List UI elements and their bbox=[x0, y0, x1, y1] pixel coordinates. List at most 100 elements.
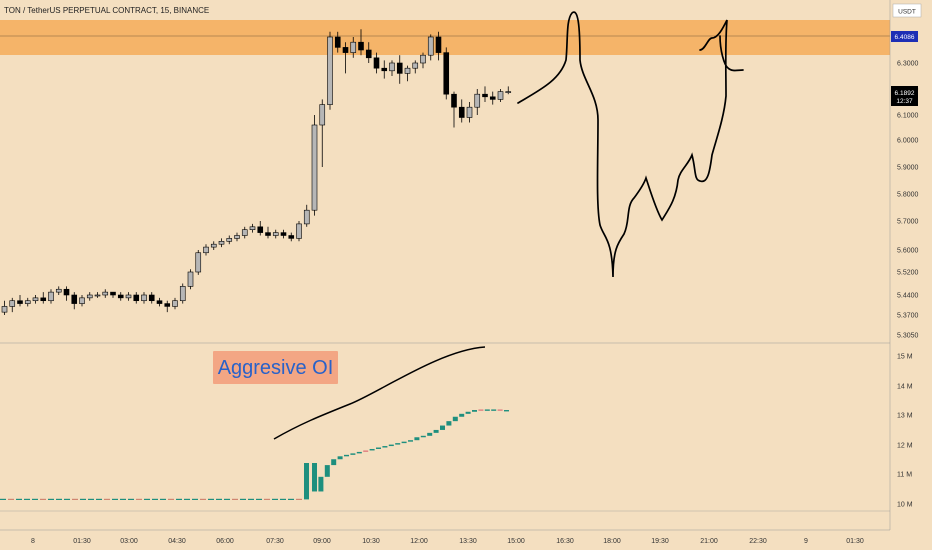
candle-body bbox=[79, 297, 85, 304]
oi-step bbox=[420, 435, 426, 438]
candle bbox=[350, 37, 357, 58]
time-tick: 16:30 bbox=[556, 538, 574, 545]
time-tick: 10:30 bbox=[362, 538, 380, 545]
candle-body bbox=[125, 294, 132, 299]
price-tick: 5.9000 bbox=[897, 165, 919, 172]
candle bbox=[373, 52, 380, 74]
candle-body bbox=[489, 96, 496, 100]
candle bbox=[241, 226, 248, 239]
time-tick: 9 bbox=[804, 538, 808, 545]
oi-step bbox=[318, 476, 324, 492]
oi-step bbox=[369, 448, 375, 451]
price-tick: 5.5200 bbox=[897, 270, 919, 277]
candle-body bbox=[327, 36, 333, 105]
candle bbox=[404, 65, 411, 82]
time-axis: 8 01:30 03:00 04:30 06:00 07:30 09:00 10:30 12:0… bbox=[31, 538, 864, 545]
time-tick: 09:00 bbox=[313, 538, 331, 545]
oi-step bbox=[331, 459, 337, 466]
candle-body bbox=[24, 300, 31, 304]
candle bbox=[311, 115, 318, 216]
candle bbox=[358, 29, 364, 56]
candle bbox=[381, 60, 388, 79]
oi-step bbox=[433, 429, 439, 433]
candle bbox=[86, 292, 93, 301]
candle-body bbox=[451, 93, 457, 108]
candle-body bbox=[218, 241, 225, 245]
oi-step bbox=[484, 409, 490, 411]
time-tick: 22:30 bbox=[749, 538, 767, 545]
candle-body bbox=[195, 252, 202, 273]
oi-trend-drawing bbox=[273, 346, 486, 440]
candle bbox=[257, 221, 264, 236]
time-tick: 01:30 bbox=[73, 538, 91, 545]
candle-body bbox=[497, 91, 504, 100]
candle bbox=[218, 238, 225, 248]
candle-body bbox=[102, 291, 109, 296]
oi-step bbox=[388, 444, 394, 447]
candle-body bbox=[358, 41, 364, 51]
candle-body bbox=[249, 226, 256, 231]
candle bbox=[296, 221, 302, 242]
price-tick: 5.8000 bbox=[897, 192, 919, 199]
candle bbox=[226, 235, 233, 245]
candle-body bbox=[443, 52, 450, 95]
candle-body bbox=[117, 294, 124, 299]
oi-step bbox=[382, 446, 388, 448]
candle bbox=[133, 292, 140, 304]
candle bbox=[334, 31, 341, 53]
countdown-label: 12:37 bbox=[896, 98, 913, 105]
candle bbox=[319, 99, 326, 167]
candle bbox=[9, 297, 16, 313]
oi-step bbox=[472, 410, 477, 412]
candle-body bbox=[257, 226, 264, 233]
price-tick: 5.6000 bbox=[897, 248, 919, 255]
candle bbox=[466, 102, 473, 123]
oi-tick: 14 M bbox=[897, 384, 913, 391]
oi-step bbox=[363, 450, 369, 452]
candle bbox=[102, 289, 109, 298]
candle-body bbox=[148, 294, 155, 302]
price-tick: 6.0000 bbox=[897, 138, 919, 145]
candle-body bbox=[17, 300, 23, 304]
currency-tag[interactable] bbox=[892, 3, 922, 18]
candle bbox=[505, 86, 512, 95]
candle-body bbox=[234, 235, 240, 239]
oi-step bbox=[446, 421, 452, 426]
oi-step bbox=[324, 465, 330, 477]
candle-body bbox=[156, 300, 163, 304]
candle-body bbox=[1, 306, 8, 313]
candle-body bbox=[133, 294, 140, 302]
candle bbox=[24, 297, 31, 307]
candle-body bbox=[427, 36, 434, 56]
candle bbox=[156, 297, 163, 307]
candle bbox=[272, 229, 279, 239]
candle-body bbox=[288, 235, 295, 239]
candle-body bbox=[296, 223, 302, 239]
candle bbox=[365, 42, 372, 63]
candle-body bbox=[94, 294, 101, 297]
candle bbox=[110, 291, 116, 298]
time-tick: 06:00 bbox=[216, 538, 234, 545]
candle bbox=[249, 223, 256, 233]
candle bbox=[396, 55, 403, 84]
candle-body bbox=[350, 41, 357, 53]
annotation-text: Aggresive OI bbox=[218, 357, 334, 379]
time-tick: 03:00 bbox=[120, 538, 138, 545]
oi-jump-bar bbox=[304, 463, 309, 500]
oi-series bbox=[0, 409, 509, 500]
candle bbox=[389, 60, 395, 76]
oi-tick-labels: 15 M 14 M 13 M 12 M 11 M 10 M bbox=[897, 354, 913, 509]
candle bbox=[141, 292, 147, 304]
candle-body bbox=[203, 246, 209, 254]
candle-body bbox=[389, 62, 395, 72]
time-tick: 19:30 bbox=[651, 538, 669, 545]
candle bbox=[435, 31, 442, 61]
oi-step bbox=[452, 416, 458, 422]
time-tick: 04:30 bbox=[168, 538, 186, 545]
oi-step bbox=[337, 456, 343, 460]
annotation-box bbox=[213, 351, 338, 384]
oi-step bbox=[395, 443, 401, 445]
candle bbox=[94, 292, 101, 298]
candle-body bbox=[303, 209, 310, 225]
oi-step bbox=[427, 432, 433, 436]
